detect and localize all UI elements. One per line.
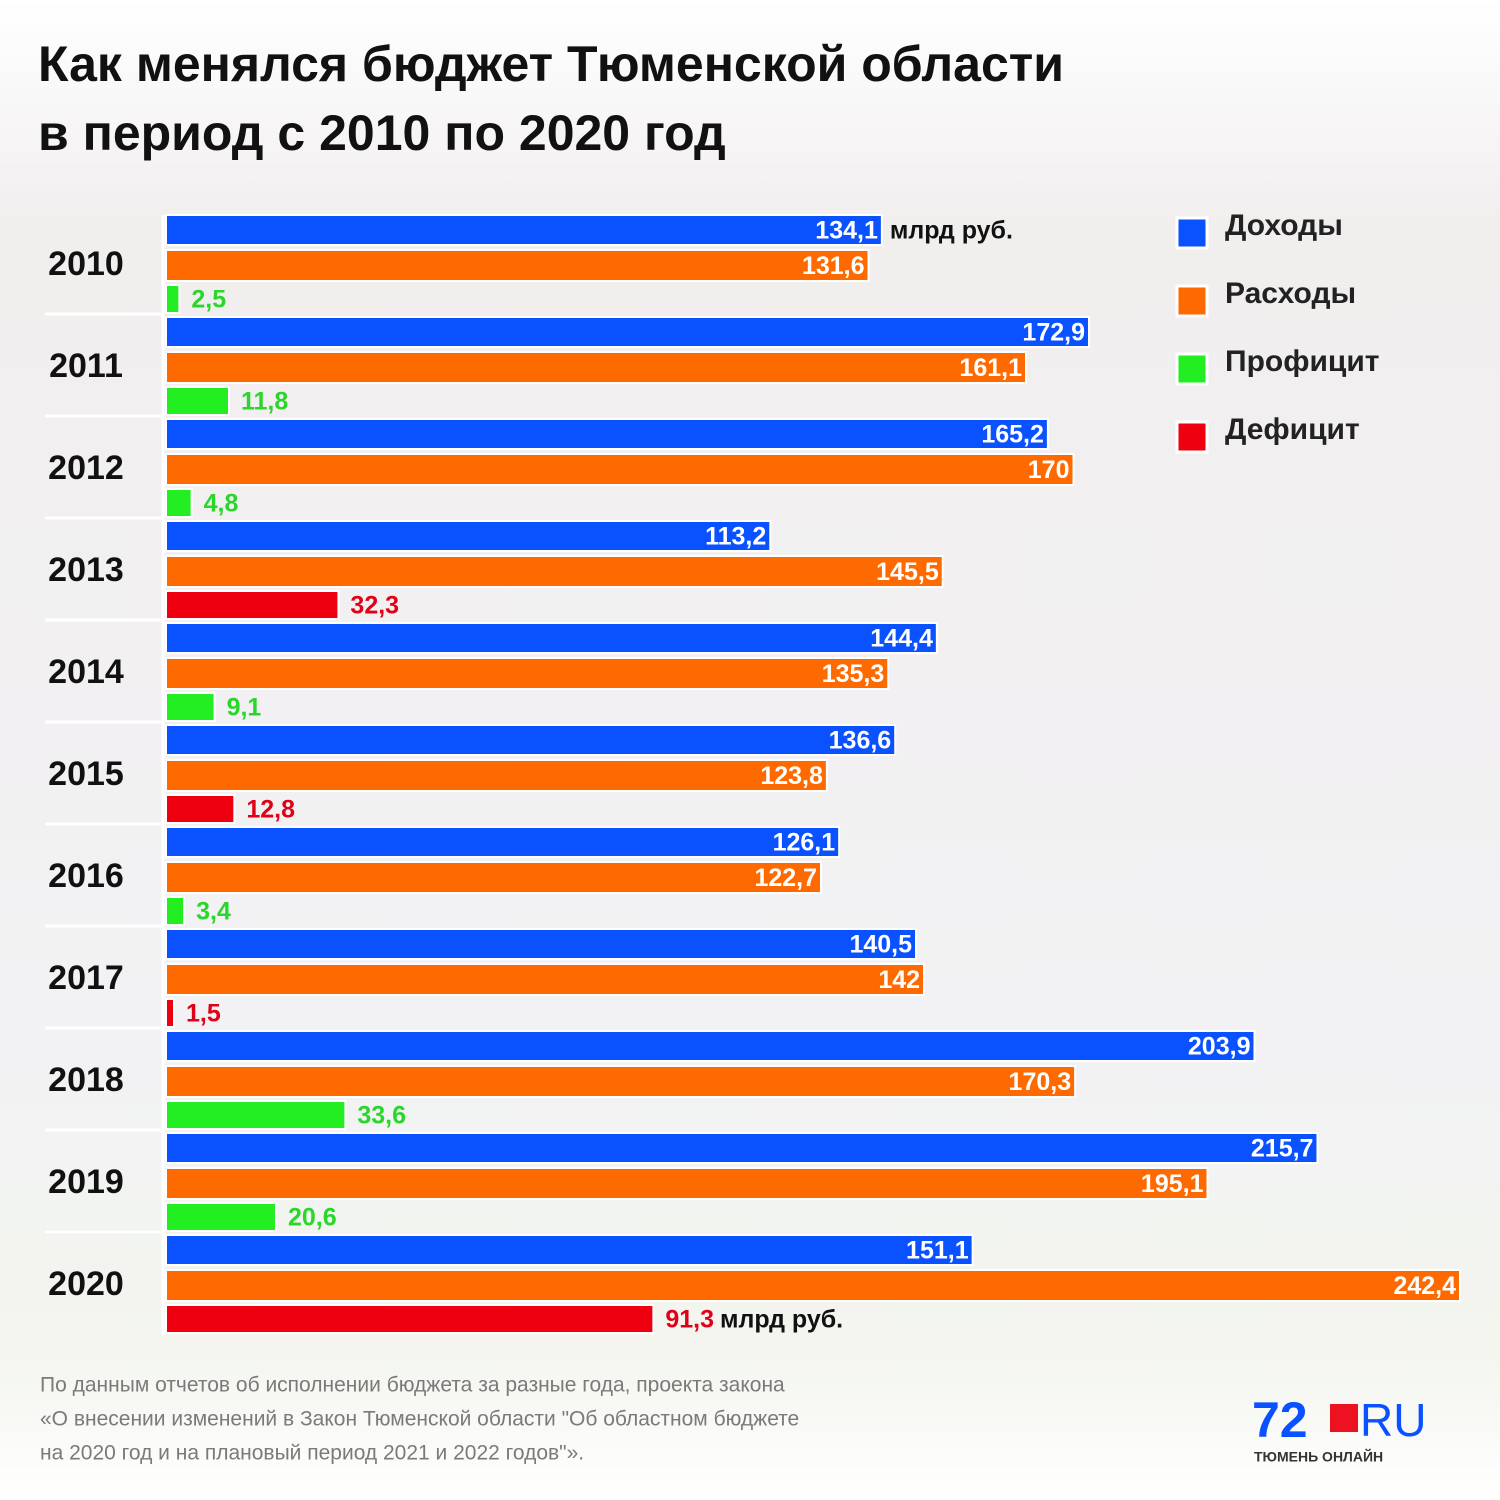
bar: [165, 249, 870, 282]
y-tick-label: 2020: [48, 1265, 124, 1303]
value-label: 131,6: [802, 252, 865, 280]
chart-title: в период с 2010 по 2020 год: [38, 105, 726, 161]
value-label: 151,1: [906, 1237, 969, 1265]
bar: [165, 963, 926, 996]
value-label: 242,4: [1393, 1272, 1456, 1300]
legend-label: Расходы: [1225, 277, 1356, 310]
bar: [165, 692, 216, 722]
y-tick-label: 2015: [48, 755, 124, 793]
bar: [165, 418, 1049, 450]
bar: [165, 1304, 655, 1334]
value-label: 9,1: [227, 694, 262, 722]
legend-label: Дефицит: [1225, 413, 1360, 446]
bar: [165, 794, 236, 824]
value-label: 203,9: [1188, 1033, 1251, 1061]
legend-swatch: [1175, 352, 1209, 386]
y-tick-label: 2017: [48, 959, 124, 997]
unit-label: млрд руб.: [720, 1306, 843, 1334]
bar: [165, 488, 193, 518]
value-label: 165,2: [981, 421, 1044, 449]
bar: [165, 724, 897, 756]
value-label: 134,1: [815, 217, 878, 245]
bar: [165, 453, 1075, 486]
value-label: 20,6: [288, 1204, 337, 1232]
source-note: По данным отчетов об исполнении бюджета …: [40, 1374, 785, 1397]
value-label: 1,5: [186, 1000, 221, 1028]
bar: [165, 1202, 277, 1232]
value-label: 170: [1028, 456, 1070, 484]
bar: [165, 351, 1027, 384]
y-tick-label: 2010: [48, 245, 124, 283]
bar: [165, 896, 186, 926]
value-label: 161,1: [959, 354, 1022, 382]
y-tick-label: 2013: [48, 551, 124, 589]
bar: [165, 998, 176, 1028]
y-tick-label: 2011: [49, 347, 123, 385]
value-label: 145,5: [876, 558, 939, 586]
bar: [165, 520, 772, 552]
legend-label: Доходы: [1225, 209, 1343, 242]
legend-swatch: [1175, 284, 1209, 318]
value-label: 113,2: [705, 523, 766, 551]
legend-label: Профицит: [1225, 345, 1379, 378]
value-label: 122,7: [754, 864, 817, 892]
logo-tagline: ТЮМЕНЬ ОНЛАЙН: [1254, 1448, 1383, 1465]
y-tick-label: 2012: [48, 449, 124, 487]
source-note: «О внесении изменений в Закон Тюменской …: [40, 1408, 799, 1431]
y-tick-label: 2018: [48, 1061, 124, 1099]
bar: [165, 1030, 1256, 1062]
bar: [165, 759, 828, 792]
bar: [165, 1269, 1461, 1302]
value-label: 32,3: [350, 592, 399, 620]
bar: [165, 1234, 974, 1266]
value-label: 172,9: [1022, 319, 1085, 347]
logo-suffix: RU: [1360, 1394, 1426, 1446]
source-note: на 2020 год и на плановый период 2021 и …: [40, 1442, 584, 1465]
y-tick-label: 2016: [48, 857, 124, 895]
unit-label: млрд руб.: [890, 217, 1013, 245]
value-label: 140,5: [849, 931, 912, 959]
bar: [165, 657, 890, 690]
value-label: 4,8: [204, 490, 239, 518]
value-label: 170,3: [1009, 1068, 1072, 1096]
bar: [165, 555, 944, 588]
bar: [165, 386, 230, 416]
value-label: 126,1: [773, 829, 836, 857]
value-label: 3,4: [196, 898, 231, 926]
bar: [165, 622, 938, 654]
bar: [165, 214, 883, 246]
bar: [165, 1167, 1209, 1200]
logo-number: 72: [1252, 1392, 1308, 1448]
value-label: 144,4: [870, 625, 933, 653]
bar: [165, 1132, 1319, 1164]
bar: [165, 1065, 1077, 1098]
bar: [165, 1100, 347, 1130]
value-label: 142: [878, 966, 920, 994]
bar: [165, 928, 918, 960]
bar: [165, 284, 181, 314]
value-label: 2,5: [191, 286, 226, 314]
logo-square: [1330, 1404, 1358, 1432]
value-label: 91,3: [665, 1306, 714, 1334]
value-label: 195,1: [1141, 1170, 1204, 1198]
value-label: 12,8: [246, 796, 295, 824]
value-label: 135,3: [822, 660, 885, 688]
value-label: 11,8: [241, 388, 288, 416]
bar: [165, 316, 1090, 348]
bar: [165, 826, 841, 858]
value-label: 215,7: [1251, 1135, 1314, 1163]
bar: [165, 861, 823, 894]
y-tick-label: 2014: [48, 653, 124, 691]
value-label: 123,8: [760, 762, 823, 790]
y-tick-label: 2019: [48, 1163, 124, 1201]
legend-swatch: [1175, 420, 1209, 454]
value-label: 33,6: [357, 1102, 406, 1130]
bar: [165, 590, 340, 620]
chart-title: Как менялся бюджет Тюменской области: [38, 36, 1064, 92]
legend-swatch: [1175, 216, 1209, 250]
value-label: 136,6: [829, 727, 892, 755]
